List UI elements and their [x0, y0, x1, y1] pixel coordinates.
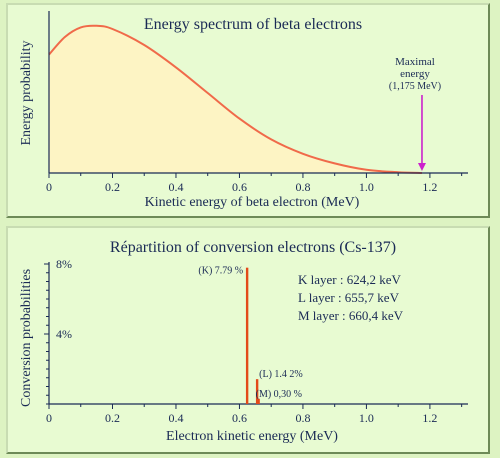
layer-energy-text: M layer : 660,4 keV: [298, 308, 404, 323]
x-tick-label: 0: [46, 180, 52, 194]
x-tick-label: 0: [46, 411, 52, 425]
bar-label-m: (M) 0,30 %: [256, 389, 302, 400]
beta-spectrum-chart: 0 0.2 0.4 0.6 0.8 1.0 1.2 Energy spectrum of be…: [19, 11, 468, 210]
conversion-electrons-chart: 4% 8% 0 0.2 0.4 0.6 0.8 1.0 1.2 (K) 7.79 % (L) 1.4…: [19, 239, 468, 444]
bar-m: [257, 398, 260, 404]
x-tick-label: 1.2: [422, 411, 437, 425]
x-tick-label: 0.6: [232, 411, 247, 425]
x-tick-label: 0.2: [105, 411, 120, 425]
chart-title: Energy spectrum of beta electrons: [144, 16, 362, 33]
layer-energy-text: L layer : 655,7 keV: [298, 290, 400, 305]
conversion-electrons-panel: 4% 8% 0 0.2 0.4 0.6 0.8 1.0 1.2 (K) 7.79 % (L) 1.4…: [6, 226, 490, 454]
layer-energy-text: K layer : 624,2 keV: [298, 272, 402, 287]
annotation-text: energy: [400, 68, 430, 80]
x-tick-label: 0.4: [168, 411, 183, 425]
chart-title: Répartition of conversion electrons (Cs-…: [110, 239, 396, 256]
y-axis-label: Energy probability: [19, 40, 34, 145]
x-axis-label: Electron kinetic energy (MeV): [166, 429, 338, 444]
bar-label-k: (K) 7.79 %: [198, 266, 243, 277]
x-tick-label: 0.8: [295, 180, 310, 194]
annotation-arrow-head: [417, 163, 426, 171]
bar-k: [245, 267, 249, 404]
y-tick-label: 4%: [56, 327, 72, 341]
bar-label-l: (L) 1.4 2%: [259, 369, 303, 380]
x-tick-label: 0.8: [295, 411, 310, 425]
annotation-text: Maximal: [395, 56, 435, 68]
x-tick-label: 0.2: [105, 180, 120, 194]
x-axis-label: Kinetic energy of beta electron (MeV): [145, 195, 360, 210]
spectrum-curve: [48, 24, 423, 174]
x-tick-label: 1.0: [359, 411, 374, 425]
x-tick-label: 1.0: [359, 180, 374, 194]
y-axis-label: Conversion probabilities: [19, 269, 34, 407]
x-tick-label: 0.4: [168, 180, 183, 194]
y-tick-label: 8%: [56, 257, 72, 271]
beta-spectrum-panel: 0 0.2 0.4 0.6 0.8 1.0 1.2 Energy spectrum of be…: [6, 3, 490, 218]
spectrum-area: [49, 25, 422, 174]
x-tick-label: 1.2: [422, 180, 437, 194]
bar-l: [255, 379, 259, 404]
x-tick-label: 0.6: [232, 180, 247, 194]
annotation-text: (1,175 MeV): [389, 81, 441, 92]
